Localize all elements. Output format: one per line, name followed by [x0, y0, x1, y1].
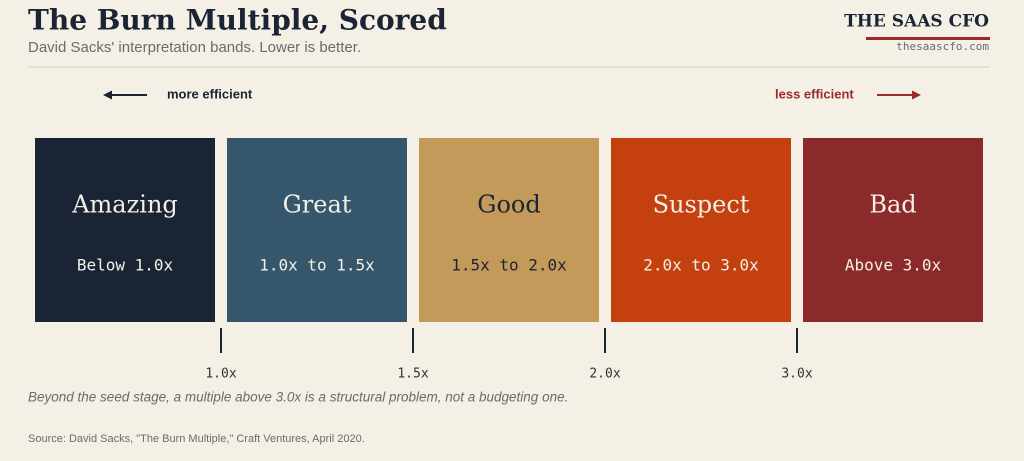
band-box	[419, 138, 599, 322]
band-range: Below 1.0x	[77, 256, 174, 275]
band-range: Above 3.0x	[845, 256, 942, 275]
threshold-label: 1.5x	[397, 367, 428, 382]
title: The Burn Multiple, Scored	[28, 4, 447, 37]
note: Beyond the seed stage, a multiple above …	[28, 390, 568, 405]
brand-name: THE SAAS CFO	[844, 12, 989, 32]
threshold-label: 1.0x	[205, 367, 236, 382]
brand-url: thesaascfo.com	[896, 40, 989, 53]
band-label: Amazing	[71, 191, 178, 219]
threshold-label: 3.0x	[781, 367, 812, 382]
band-range: 2.0x to 3.0x	[643, 256, 759, 275]
band-box	[803, 138, 983, 322]
source: Source: David Sacks, "The Burn Multiple,…	[28, 433, 365, 445]
left-direction: more efficient	[167, 86, 253, 101]
band-range: 1.5x to 2.0x	[451, 256, 567, 275]
band-label: Bad	[869, 191, 916, 219]
right-direction: less efficient	[775, 86, 854, 101]
subtitle: David Sacks' interpretation bands. Lower…	[28, 39, 361, 56]
left-arrow	[103, 90, 147, 100]
band-label: Great	[283, 191, 352, 219]
threshold-label: 2.0x	[589, 367, 620, 382]
band-box	[35, 138, 215, 322]
band-range: 1.0x to 1.5x	[259, 256, 375, 275]
band-box	[227, 138, 407, 322]
band-label: Suspect	[653, 191, 750, 219]
band-label: Good	[477, 191, 540, 219]
brand-underline	[866, 37, 990, 40]
right-arrow	[877, 90, 921, 100]
band-box	[611, 138, 791, 322]
